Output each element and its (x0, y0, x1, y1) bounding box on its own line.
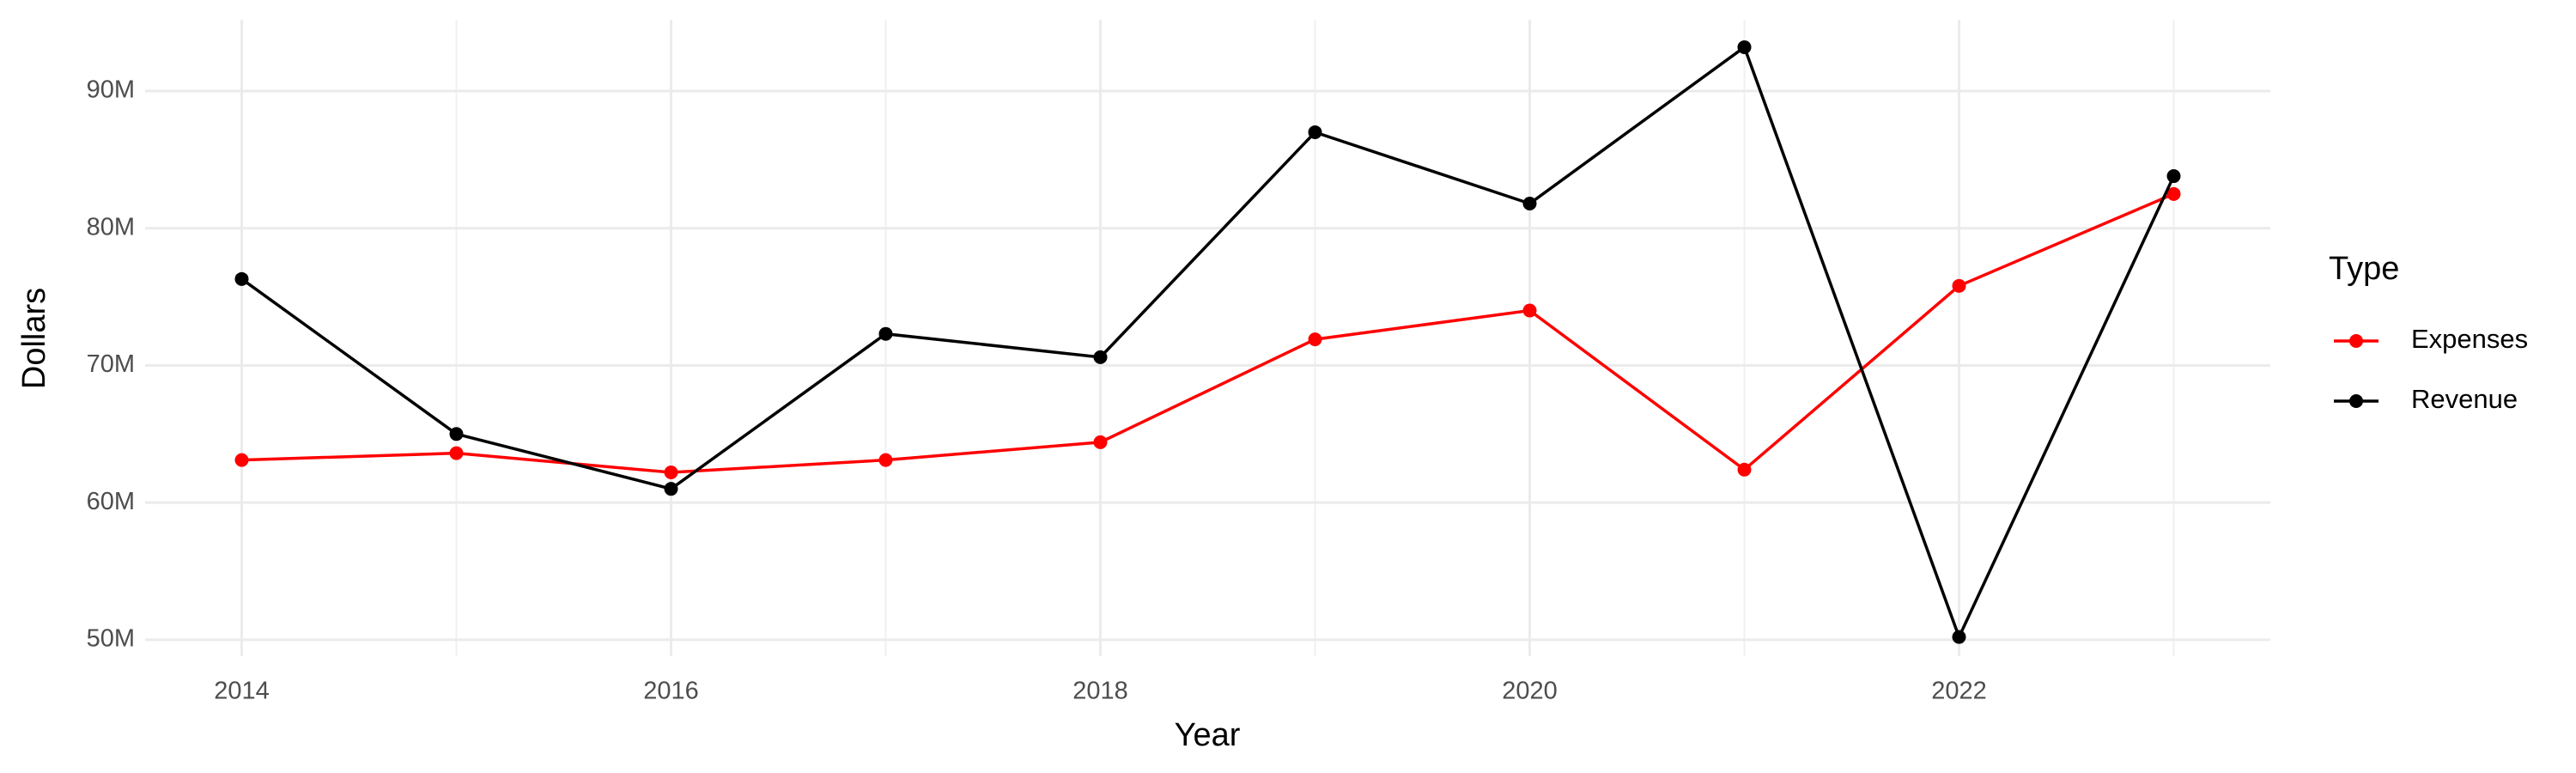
legend-title: Type (2329, 251, 2399, 287)
x-tick-label: 2020 (1502, 678, 1558, 705)
legend-label: Expenses (2411, 324, 2528, 354)
y-tick-label: 70M (87, 350, 135, 378)
x-tick-label: 2014 (214, 678, 270, 705)
data-point (664, 482, 678, 496)
y-tick-label: 50M (87, 624, 135, 652)
data-point (1093, 435, 1108, 449)
data-point (234, 271, 249, 286)
data-point (1737, 40, 1752, 54)
data-point (1952, 278, 1966, 293)
data-point (1522, 303, 1537, 318)
data-point (1308, 332, 1322, 347)
y-tick-label: 80M (87, 213, 135, 240)
x-axis-title: Year (1175, 717, 1241, 753)
y-tick-label: 90M (87, 76, 135, 104)
data-point (2166, 186, 2181, 201)
data-point (664, 466, 678, 480)
data-point (1522, 196, 1537, 210)
x-tick-label: 2018 (1072, 678, 1128, 705)
data-point (1308, 125, 1322, 139)
data-point (449, 427, 464, 441)
y-axis-title: Dollars (16, 288, 52, 389)
data-point (1952, 630, 1966, 644)
data-point (1093, 350, 1108, 364)
data-point (878, 326, 893, 341)
legend-key-point (2349, 334, 2363, 348)
data-point (1737, 462, 1752, 477)
data-point (449, 446, 464, 460)
legend-label: Revenue (2411, 384, 2518, 414)
legend-key-point (2349, 394, 2363, 408)
data-point (2166, 169, 2181, 184)
x-tick-label: 2022 (1931, 678, 1987, 705)
data-point (878, 453, 893, 467)
data-point (234, 453, 249, 467)
y-tick-label: 60M (87, 488, 135, 515)
series-line (240, 45, 2176, 642)
x-tick-label: 2016 (643, 678, 699, 705)
